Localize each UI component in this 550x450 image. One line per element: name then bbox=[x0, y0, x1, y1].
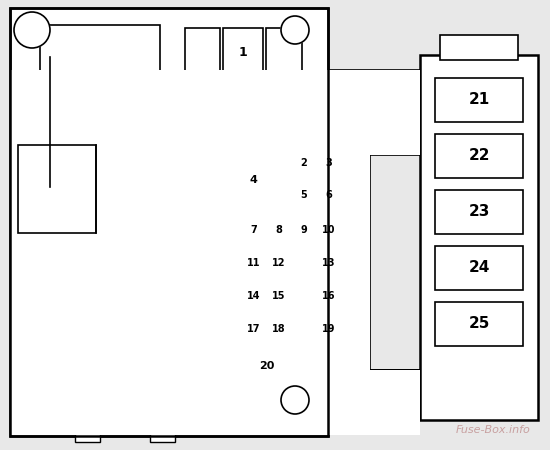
Bar bbox=[292, 180, 315, 210]
Bar bbox=[242, 350, 292, 382]
Text: 4: 4 bbox=[250, 175, 257, 185]
Circle shape bbox=[281, 16, 309, 44]
Bar bbox=[100, 420, 150, 431]
Bar bbox=[18, 145, 96, 233]
Text: 20: 20 bbox=[259, 361, 274, 371]
Text: 21: 21 bbox=[469, 93, 490, 108]
Bar bbox=[50, 145, 96, 185]
Bar bbox=[162, 370, 180, 408]
Text: 24: 24 bbox=[468, 261, 490, 275]
Text: 12: 12 bbox=[272, 258, 285, 268]
Bar bbox=[267, 248, 290, 278]
Bar bbox=[242, 281, 265, 311]
Text: 5: 5 bbox=[300, 190, 307, 200]
Polygon shape bbox=[175, 280, 225, 318]
Bar bbox=[292, 314, 315, 344]
Text: 16: 16 bbox=[322, 291, 336, 301]
Bar bbox=[175, 218, 223, 260]
Bar bbox=[440, 35, 518, 60]
Bar bbox=[50, 145, 96, 185]
Polygon shape bbox=[18, 145, 96, 233]
Bar bbox=[292, 281, 315, 311]
Bar bbox=[317, 281, 340, 311]
Bar bbox=[242, 148, 265, 212]
Bar bbox=[18, 370, 36, 408]
Polygon shape bbox=[175, 152, 222, 210]
Polygon shape bbox=[10, 70, 420, 435]
Bar bbox=[18, 145, 96, 233]
Bar bbox=[292, 215, 315, 245]
Bar bbox=[18, 145, 96, 233]
Bar bbox=[135, 320, 173, 362]
Text: 1: 1 bbox=[239, 45, 248, 58]
Bar bbox=[105, 370, 123, 408]
Text: 10: 10 bbox=[322, 225, 336, 235]
Bar bbox=[30, 90, 175, 132]
Text: 15: 15 bbox=[272, 291, 285, 301]
Bar bbox=[317, 180, 340, 210]
Bar bbox=[10, 8, 328, 436]
Bar bbox=[317, 314, 340, 344]
Bar bbox=[266, 28, 302, 76]
Circle shape bbox=[281, 386, 309, 414]
Text: 2: 2 bbox=[300, 158, 307, 168]
Text: 18: 18 bbox=[272, 324, 285, 334]
Text: 6: 6 bbox=[325, 190, 332, 200]
Bar bbox=[242, 314, 265, 344]
Bar bbox=[267, 314, 290, 344]
Bar bbox=[185, 28, 220, 76]
Bar bbox=[56, 334, 135, 348]
Bar bbox=[267, 215, 290, 245]
Text: 25: 25 bbox=[468, 316, 490, 332]
Text: Fuse-Box.info: Fuse-Box.info bbox=[455, 425, 530, 435]
Bar bbox=[151, 152, 163, 197]
Polygon shape bbox=[328, 70, 420, 370]
Bar bbox=[75, 410, 100, 442]
Text: 3: 3 bbox=[325, 158, 332, 168]
Bar bbox=[435, 134, 523, 178]
Bar bbox=[115, 152, 127, 197]
Text: 7: 7 bbox=[250, 225, 257, 235]
Bar bbox=[292, 248, 315, 278]
Text: 9: 9 bbox=[300, 225, 307, 235]
Bar bbox=[18, 320, 56, 362]
Polygon shape bbox=[18, 248, 68, 308]
Circle shape bbox=[14, 12, 50, 48]
Text: 19: 19 bbox=[322, 324, 336, 334]
Bar bbox=[123, 382, 162, 395]
Bar bbox=[435, 190, 523, 234]
Bar bbox=[150, 410, 175, 442]
Bar bbox=[317, 148, 340, 178]
Bar bbox=[317, 215, 340, 245]
Bar bbox=[18, 145, 50, 233]
Bar bbox=[196, 95, 244, 127]
Bar bbox=[223, 28, 263, 76]
Bar bbox=[185, 90, 255, 132]
Bar bbox=[242, 215, 265, 245]
Bar bbox=[435, 302, 523, 346]
Bar bbox=[36, 382, 75, 395]
Text: 17: 17 bbox=[247, 324, 260, 334]
Bar bbox=[317, 248, 340, 278]
Bar bbox=[435, 78, 523, 122]
Bar bbox=[50, 145, 96, 187]
Text: 14: 14 bbox=[247, 291, 260, 301]
Bar bbox=[127, 167, 151, 182]
Bar bbox=[48, 95, 156, 127]
Bar bbox=[10, 8, 328, 436]
Bar bbox=[292, 148, 315, 178]
Text: 13: 13 bbox=[322, 258, 336, 268]
Bar bbox=[242, 248, 265, 278]
Bar bbox=[420, 55, 538, 420]
Text: 8: 8 bbox=[275, 225, 282, 235]
Text: 11: 11 bbox=[247, 258, 260, 268]
Text: 22: 22 bbox=[468, 148, 490, 163]
Bar bbox=[75, 370, 93, 408]
Bar bbox=[267, 281, 290, 311]
Bar bbox=[40, 25, 160, 80]
Bar bbox=[435, 246, 523, 290]
Bar bbox=[238, 138, 333, 413]
Text: 23: 23 bbox=[468, 204, 490, 220]
